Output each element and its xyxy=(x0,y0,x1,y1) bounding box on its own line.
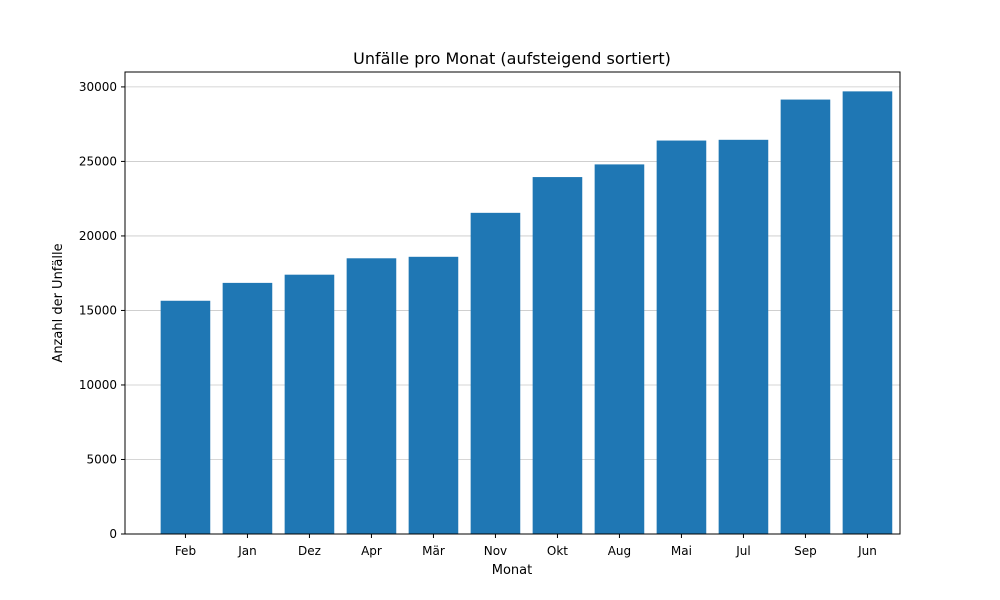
x-tick-label: Okt xyxy=(547,544,568,558)
x-tick-label: Jun xyxy=(857,544,877,558)
y-tick-label: 5000 xyxy=(86,452,117,466)
bar-jul xyxy=(718,139,769,534)
x-tick-label: Jan xyxy=(237,544,257,558)
bar-apr xyxy=(346,258,397,534)
bars xyxy=(160,91,893,534)
y-tick-label: 15000 xyxy=(79,303,117,317)
plot-frame xyxy=(124,71,901,535)
bar-mär xyxy=(408,256,459,534)
x-tick-label: Sep xyxy=(794,544,817,558)
x-tick-label: Feb xyxy=(175,544,196,558)
bar-dez xyxy=(284,274,335,534)
bar-jun xyxy=(842,91,893,534)
bar-jan xyxy=(222,282,273,534)
bar-feb xyxy=(160,300,211,534)
x-tick-label: Mai xyxy=(671,544,692,558)
bar-okt xyxy=(532,177,583,534)
y-tick-label: 30000 xyxy=(79,80,117,94)
y-axis-ticks: 0 5000 10000 15000 20000 25000 30000 xyxy=(79,80,125,541)
x-tick-label: Apr xyxy=(361,544,382,558)
y-tick-label: 0 xyxy=(109,527,117,541)
x-tick-label: Mär xyxy=(422,544,445,558)
x-tick-label: Dez xyxy=(298,544,321,558)
bar-nov xyxy=(470,212,521,534)
y-tick-label: 20000 xyxy=(79,229,117,243)
bar-aug xyxy=(594,164,645,534)
bar-sep xyxy=(780,99,831,534)
x-tick-label: Nov xyxy=(484,544,507,558)
bar-mai xyxy=(656,140,707,534)
y-axis-label: Anzahl der Unfälle xyxy=(51,243,66,362)
x-tick-label: Jul xyxy=(735,544,750,558)
chart-title: Unfälle pro Monat (aufsteigend sortiert) xyxy=(353,49,671,68)
y-tick-label: 25000 xyxy=(79,154,117,168)
x-tick-label: Aug xyxy=(608,544,631,558)
x-axis-label: Monat xyxy=(492,563,532,578)
x-axis-ticks: Feb Jan Dez Apr Mär Nov Okt Aug Mai Jul Sep Jun xyxy=(175,534,877,558)
y-tick-label: 10000 xyxy=(79,378,117,392)
